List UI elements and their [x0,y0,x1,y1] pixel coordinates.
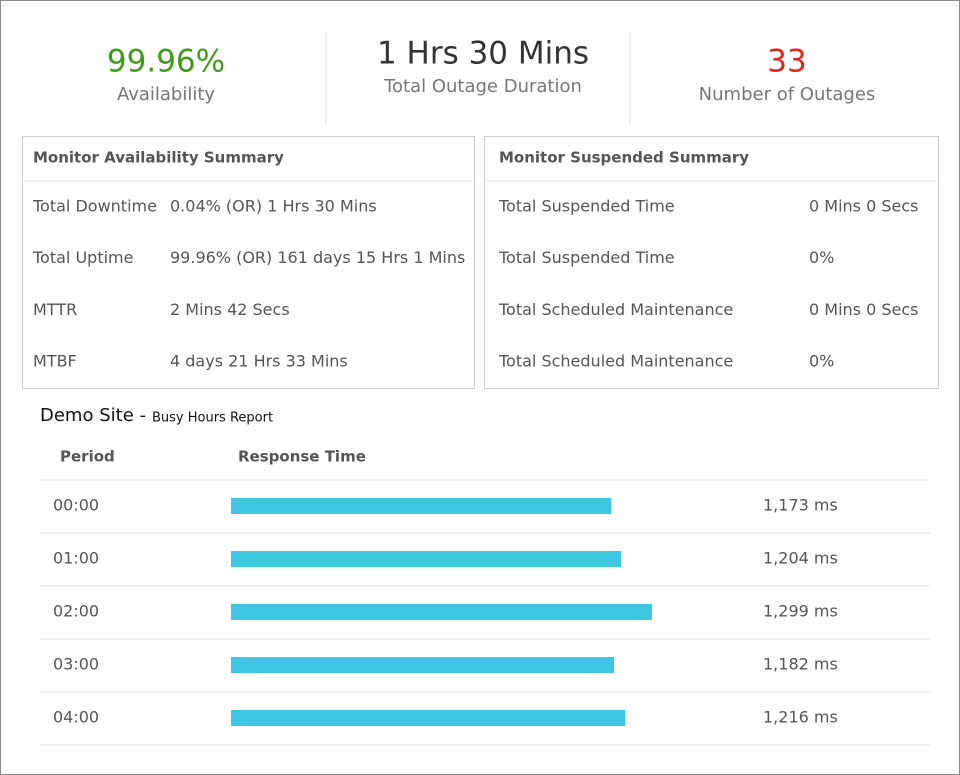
period: 03:00 [53,655,99,674]
stat-label: Total Outage Duration [383,76,582,97]
value-label: 1,173 ms [763,496,838,515]
suspended-box [484,136,939,389]
summary-label: MTTR [33,300,77,319]
value-label: 1,216 ms [763,708,838,727]
report-subtitle: Busy Hours Report [152,411,273,426]
column-header: Period [60,448,115,466]
summary-value: 2 Mins 42 Secs [170,300,290,319]
stat-label: Availability [117,84,215,105]
summary-label: Total Scheduled Maintenance [498,352,733,371]
value-label: 1,204 ms [763,549,838,568]
stat-value: 33 [767,44,806,80]
bar [231,657,615,673]
summary-value: 0 Mins 0 Secs [809,197,918,216]
summary-title: Monitor Suspended Summary [499,149,749,167]
period: 04:00 [53,708,99,727]
value-label: 1,182 ms [763,655,838,674]
summary-label: Total Suspended Time [498,248,675,267]
summary-label: Total Downtime [32,197,157,216]
summary-value: 99.96% (OR) 161 days 15 Hrs 1 Mins [170,248,465,267]
stat-label: Number of Outages [699,84,876,105]
stat-value: 1 Hrs 30 Mins [377,36,589,72]
summary-title: Monitor Availability Summary [33,149,284,167]
summary-label: MTBF [33,352,77,371]
availability-box [22,136,475,389]
report-title: Demo Site - [40,405,146,426]
summary-value: 0% [809,248,834,267]
bar [231,551,622,567]
bar [231,710,626,726]
summary-value: 0.04% (OR) 1 Hrs 30 Mins [170,197,377,216]
value-label: 1,299 ms [763,602,838,621]
bar [231,498,612,514]
stat-value: 99.96% [107,44,225,80]
summary-value: 0 Mins 0 Secs [809,300,918,319]
column-header: Response Time [238,448,366,466]
summary-value: 0% [809,352,834,371]
summary-label: Total Scheduled Maintenance [498,300,733,319]
summary-label: Total Uptime [32,248,133,267]
period: 01:00 [53,549,99,568]
period: 02:00 [53,602,99,621]
summary-value: 4 days 21 Hrs 33 Mins [170,352,348,371]
period: 00:00 [53,496,99,515]
bar [231,604,652,620]
summary-label: Total Suspended Time [498,197,675,216]
